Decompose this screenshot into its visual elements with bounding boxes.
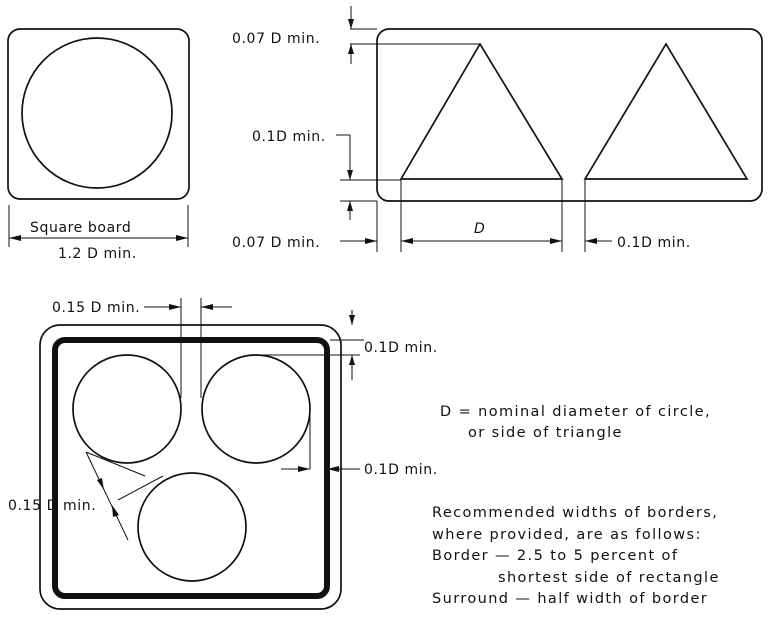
notes-block: Recommended widths of borders, where pro… — [432, 505, 720, 607]
sign-surround — [39, 324, 342, 610]
bordered-sign-figure: 0.15 D min. 0.1D min. 0.1D min. 0.15 D m… — [8, 298, 438, 610]
notes-line-1: Recommended widths of borders, — [432, 505, 718, 521]
top-margin-label: 0.07 D min. — [232, 31, 320, 47]
square-board-label: Square board — [30, 220, 131, 236]
diagonal-gap-label: 0.15 D min. — [8, 498, 96, 514]
top-right-margin-label: 0.1D min. — [364, 340, 438, 356]
triangle-left — [399, 42, 564, 180]
left-margin-label: 0.07 D min. — [232, 235, 320, 251]
right-gap-label: 0.1D min. — [364, 462, 438, 478]
circle-bottom — [137, 472, 247, 582]
gap-between-label: 0.1D min. — [617, 235, 691, 251]
square-board-dimension: 1.2 D min. — [58, 246, 137, 262]
legend-block: D = nominal diameter of circle, or side … — [440, 404, 711, 441]
legend-line-2: or side of triangle — [468, 425, 623, 441]
triangle-right — [583, 42, 749, 180]
circle-top-left — [72, 354, 182, 464]
square-board-figure: Square board 1.2 D min. — [7, 28, 190, 262]
circle-top-right — [201, 354, 311, 464]
square-board-outline — [7, 28, 190, 200]
legend-line-1: D = nominal diameter of circle, — [440, 404, 711, 420]
notes-line-4: shortest side of rectangle — [498, 570, 720, 586]
triangle-board-outline — [376, 28, 763, 202]
triangle-board-figure: 0.07 D min. 0.1D min. 0.07 D min. D 0.1D… — [232, 6, 763, 252]
notes-line-5: Surround — half width of border — [432, 591, 708, 607]
mid-margin-label: 0.1D min. — [252, 129, 326, 145]
notes-line-2: where provided, are as follows: — [432, 527, 702, 543]
top-gap-label: 0.15 D min. — [52, 300, 140, 316]
square-board-circle — [21, 37, 173, 189]
sign-border — [52, 337, 330, 599]
triangle-side-label: D — [474, 221, 485, 237]
notes-line-3: Border — 2.5 to 5 percent of — [432, 548, 678, 564]
